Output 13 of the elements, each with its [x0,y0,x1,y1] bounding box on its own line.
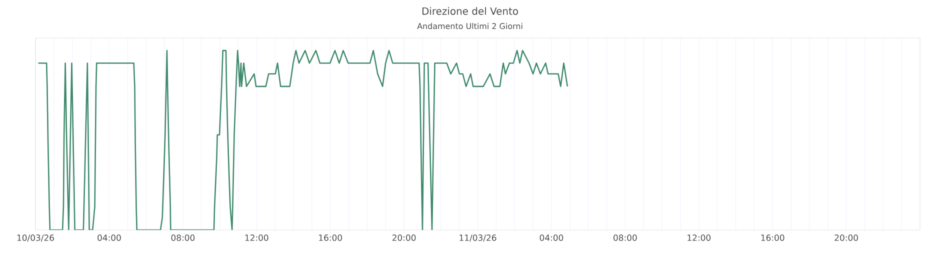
x-tick-label: 11/03/26 [460,234,496,242]
x-tick-label: 16:00 [319,234,342,241]
x-tick-label: 20:00 [392,234,416,241]
chart-title: Direzione del Vento [422,7,518,15]
x-tick-label: 12:00 [688,234,711,241]
x-tick-label: 12:00 [245,234,268,241]
x-tick-label: 16:00 [761,234,784,241]
x-tick-label: 20:00 [834,234,858,241]
x-tick-label: 08:00 [171,234,195,241]
x-tick-label: 08:00 [614,234,637,241]
x-tick-label: 04:00 [540,234,564,241]
x-tick-label: 04:00 [98,234,121,241]
x-tick-label: 10/03/26 [17,234,54,242]
